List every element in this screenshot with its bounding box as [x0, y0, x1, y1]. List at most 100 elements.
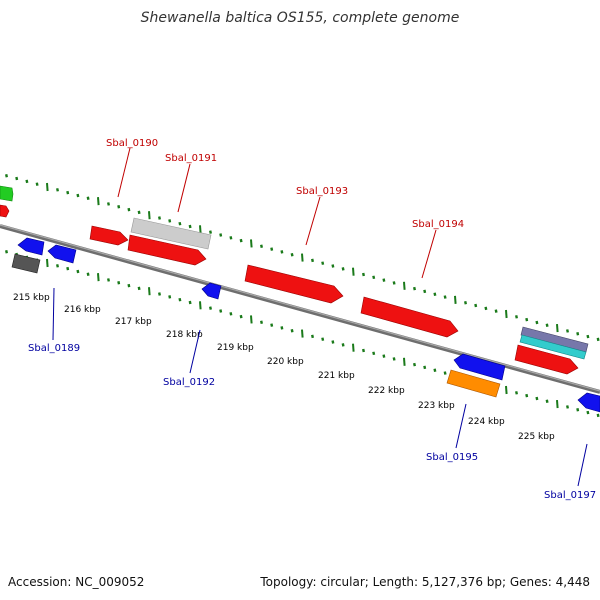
lower-track-tick: [321, 337, 325, 341]
lower-track-tick: [66, 266, 70, 271]
upper-track-tick: [474, 303, 478, 308]
lower-track-tick: [148, 287, 151, 296]
upper-track-tick: [46, 182, 49, 192]
gene-arrow-sbal-0190[interactable]: [89, 225, 129, 246]
upper-track-tick: [229, 236, 233, 240]
forward-gene-labels: Sbal_0190 Sbal_0191 Sbal_0193 Sbal_0194: [106, 138, 464, 279]
upper-track-tick: [66, 190, 70, 195]
lower-track-tick: [137, 286, 141, 291]
upper-track-tick: [535, 320, 539, 325]
lower-track-tick: [535, 396, 539, 401]
lower-track-tick: [403, 357, 406, 366]
lower-track-tick: [382, 354, 386, 358]
accession-text: Accession: NC_009052: [8, 575, 144, 589]
lower-track-tick: [76, 269, 80, 274]
upper-track-tick: [413, 286, 416, 291]
upper-track-tick: [566, 329, 569, 333]
upper-track-tick: [545, 323, 549, 328]
tick-label-221: 221 kbp: [318, 371, 355, 381]
upper-track-tick: [25, 179, 29, 184]
lower-track-tick: [260, 320, 263, 325]
lower-track-tick: [158, 292, 161, 296]
lower-track-tick: [107, 278, 110, 282]
upper-track-tick: [5, 173, 8, 178]
upper-track-tick: [280, 250, 284, 254]
label-sbal-0193[interactable]: Sbal_0193: [296, 186, 348, 197]
leader-sbal-0191: [177, 163, 191, 213]
lower-track-tick: [331, 340, 335, 344]
lower-track-tick: [341, 343, 345, 347]
upper-track-tick: [168, 219, 172, 223]
gene-arrow-sbal-0195[interactable]: [453, 353, 506, 381]
gene-arrow-red-edge[interactable]: [0, 204, 10, 218]
label-sbal-0197[interactable]: Sbal_0197: [544, 490, 596, 501]
lower-track-tick: [117, 281, 121, 285]
gene-arrow-dark-grey[interactable]: [11, 253, 41, 274]
upper-track-tick: [148, 211, 151, 220]
gene-arrow-sbal-0197[interactable]: [577, 392, 600, 413]
label-sbal-0195[interactable]: Sbal_0195: [426, 452, 478, 463]
upper-track-tick: [556, 324, 559, 333]
gene-arrow-sbal-0189a[interactable]: [17, 237, 45, 256]
gene-arrow-sbal-0189b[interactable]: [47, 244, 77, 264]
gene-arrow-cyan[interactable]: [519, 334, 587, 360]
lower-track-tick: [209, 306, 212, 310]
tick-label-224: 224 kbp: [468, 417, 505, 427]
lower-track-tick: [556, 400, 559, 409]
label-sbal-0191[interactable]: Sbal_0191: [165, 153, 217, 164]
lower-track-tick: [270, 323, 274, 327]
label-sbal-0194[interactable]: Sbal_0194: [412, 219, 464, 230]
tick-label-225: 225 kbp: [518, 432, 555, 442]
upper-track-tick: [525, 317, 529, 322]
gene-arrow-green-edge[interactable]: [0, 185, 14, 202]
leader-sbal-0195: [455, 403, 467, 449]
lower-track-tick: [311, 334, 314, 339]
upper-track-tick: [454, 295, 457, 304]
lower-track-tick: [46, 258, 49, 268]
lower-track-tick: [433, 368, 437, 372]
lower-track-tick: [525, 393, 529, 398]
lower-track-tick: [301, 329, 304, 338]
upper-track-tick: [97, 197, 100, 206]
lower-track-tick: [199, 301, 202, 310]
leader-sbal-0193: [305, 196, 321, 246]
label-sbal-0190[interactable]: Sbal_0190: [106, 138, 158, 149]
upper-track-tick: [341, 267, 345, 271]
tick-label-222: 222 kbp: [368, 386, 405, 396]
upper-track-tick: [494, 309, 498, 313]
lower-track-tick: [545, 399, 549, 404]
leader-sbal-0194: [421, 229, 437, 279]
upper-track-tick: [239, 238, 243, 243]
lower-track-tick: [372, 351, 376, 356]
upper-track-tick: [443, 295, 447, 299]
upper-track-tick: [158, 216, 161, 220]
lower-track-tick: [229, 312, 233, 316]
tick-labels: 215 kbp 216 kbp 217 kbp 218 kbp 219 kbp …: [13, 293, 555, 442]
lower-track-tick: [566, 405, 569, 409]
label-sbal-0192[interactable]: Sbal_0192: [163, 377, 215, 388]
upper-track-tick: [127, 207, 131, 212]
upper-track-tick: [515, 315, 518, 319]
lower-track-tick: [86, 272, 90, 277]
gene-arrow-red-0191b[interactable]: [127, 234, 207, 266]
lower-track-tick: [413, 362, 416, 367]
lower-track-tick: [423, 365, 427, 370]
upper-track-tick: [301, 253, 304, 262]
label-sbal-0189[interactable]: Sbal_0189: [28, 343, 80, 354]
gene-arrow-red-right[interactable]: [514, 344, 579, 375]
upper-track-tick: [76, 193, 80, 198]
lower-track-tick: [392, 357, 396, 361]
gene-arrow-sbal-0192[interactable]: [201, 282, 222, 300]
gene-arrow-sbal-0191[interactable]: [130, 217, 212, 250]
gene-arrow-orange[interactable]: [446, 369, 501, 398]
lower-track-tick: [168, 295, 172, 299]
lower-track-tick: [290, 328, 294, 333]
gene-arrow-sbal-0193[interactable]: [244, 264, 344, 304]
reverse-gene-labels: Sbal_0189 Sbal_0192 Sbal_0195 Sbal_0197: [28, 287, 596, 501]
map-title: Shewanella baltica OS155, complete genom…: [141, 10, 460, 26]
gene-arrow-sbal-0194[interactable]: [360, 296, 459, 338]
upper-track-tick: [250, 239, 253, 248]
upper-track-tick: [35, 182, 39, 186]
upper-track-tick: [56, 188, 59, 192]
leader-sbal-0192: [189, 329, 201, 374]
